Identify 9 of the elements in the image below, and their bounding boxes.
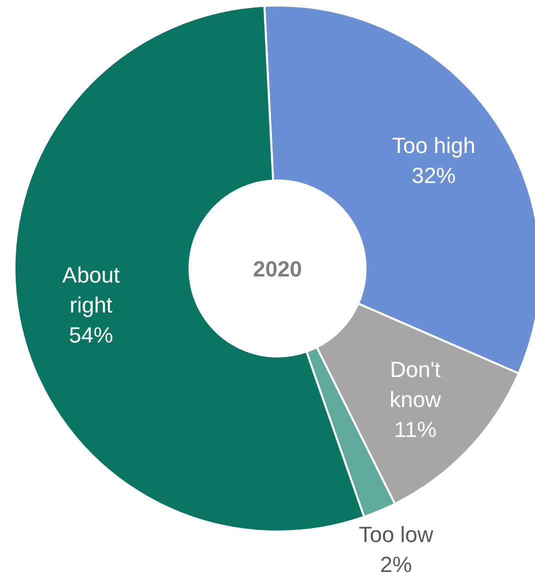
data-label: 32% (412, 162, 456, 188)
data-label: 2% (380, 552, 412, 578)
data-label: 54% (69, 322, 114, 348)
slice-label: Too high (392, 132, 476, 158)
slice-label: Don't know (390, 356, 442, 412)
data-label: 11% (394, 416, 437, 442)
slice-label: Too low (358, 522, 434, 548)
text: 2020 (253, 256, 302, 282)
slice-label: About right (62, 262, 120, 318)
